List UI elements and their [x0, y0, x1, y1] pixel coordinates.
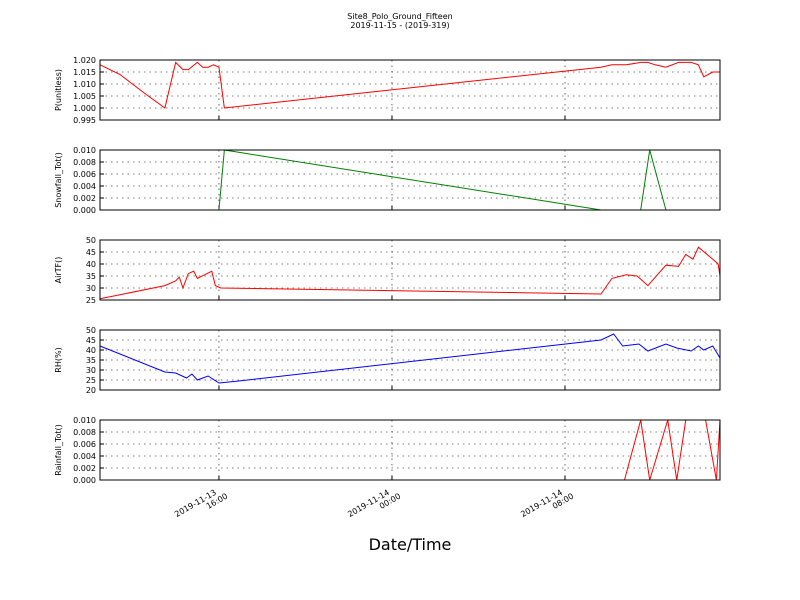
y-tick-label: 0.000	[73, 476, 96, 485]
y-tick-label: 50	[86, 236, 96, 245]
y-tick-label: 1.015	[73, 68, 96, 77]
axes-frame	[99, 419, 721, 481]
y-axis-label: RH(%)	[54, 347, 63, 372]
y-tick-label: 0.002	[73, 194, 96, 203]
data-line	[99, 333, 721, 384]
data-line	[99, 246, 721, 300]
y-tick-label: 0.004	[73, 182, 96, 191]
x-axis-label: Date/Time	[369, 535, 452, 554]
x-tick-label: 2019-11-1400:00	[346, 484, 402, 527]
y-axis-label: AirTF()	[54, 257, 63, 284]
y-tick-label: 0.000	[73, 206, 96, 215]
y-tick-label: 45	[86, 336, 96, 345]
y-tick-label: 35	[86, 356, 96, 365]
y-tick-label: 30	[86, 284, 96, 293]
y-tick-label: 0.995	[73, 116, 96, 125]
y-tick-label: 0.008	[73, 428, 96, 437]
y-tick-label: 25	[86, 376, 96, 385]
y-tick-label: 0.006	[73, 170, 96, 179]
chart-title: Site8_Polo_Ground_Fifteen	[347, 12, 452, 21]
y-tick-label: 0.006	[73, 440, 96, 449]
y-axis-label: P(unitless)	[54, 69, 63, 111]
axes-frame	[99, 239, 721, 301]
y-tick-label: 0.008	[73, 158, 96, 167]
y-tick-label: 0.010	[73, 146, 96, 155]
chart-subtitle: 2019-11-15 - (2019-319)	[350, 21, 449, 30]
y-tick-label: 40	[86, 346, 96, 355]
axes-frame	[99, 149, 721, 211]
y-tick-label: 1.005	[73, 92, 96, 101]
y-tick-label: 1.000	[73, 104, 96, 113]
y-tick-label: 0.004	[73, 452, 96, 461]
y-tick-label: 0.002	[73, 464, 96, 473]
y-tick-label: 1.010	[73, 80, 96, 89]
data-line	[100, 149, 720, 211]
y-tick-label: 40	[86, 260, 96, 269]
y-tick-label: 35	[86, 272, 96, 281]
y-axis-label: Rainfall_Tot()	[54, 424, 63, 476]
x-tick-label: 2019-11-1316:00	[173, 484, 229, 527]
y-tick-label: 25	[86, 296, 96, 305]
y-axis-label: Snowfall_Tot()	[54, 152, 63, 208]
y-tick-label: 30	[86, 366, 96, 375]
y-tick-label: 1.020	[73, 56, 96, 65]
x-tick-label: 2019-11-1408:00	[519, 484, 575, 527]
y-tick-label: 20	[86, 386, 96, 395]
y-tick-label: 50	[86, 326, 96, 335]
y-tick-label: 0.010	[73, 416, 96, 425]
y-tick-label: 45	[86, 248, 96, 257]
data-line	[99, 61, 720, 109]
axes-frame	[99, 59, 721, 121]
axes-frame	[99, 329, 721, 391]
data-line	[100, 419, 721, 481]
